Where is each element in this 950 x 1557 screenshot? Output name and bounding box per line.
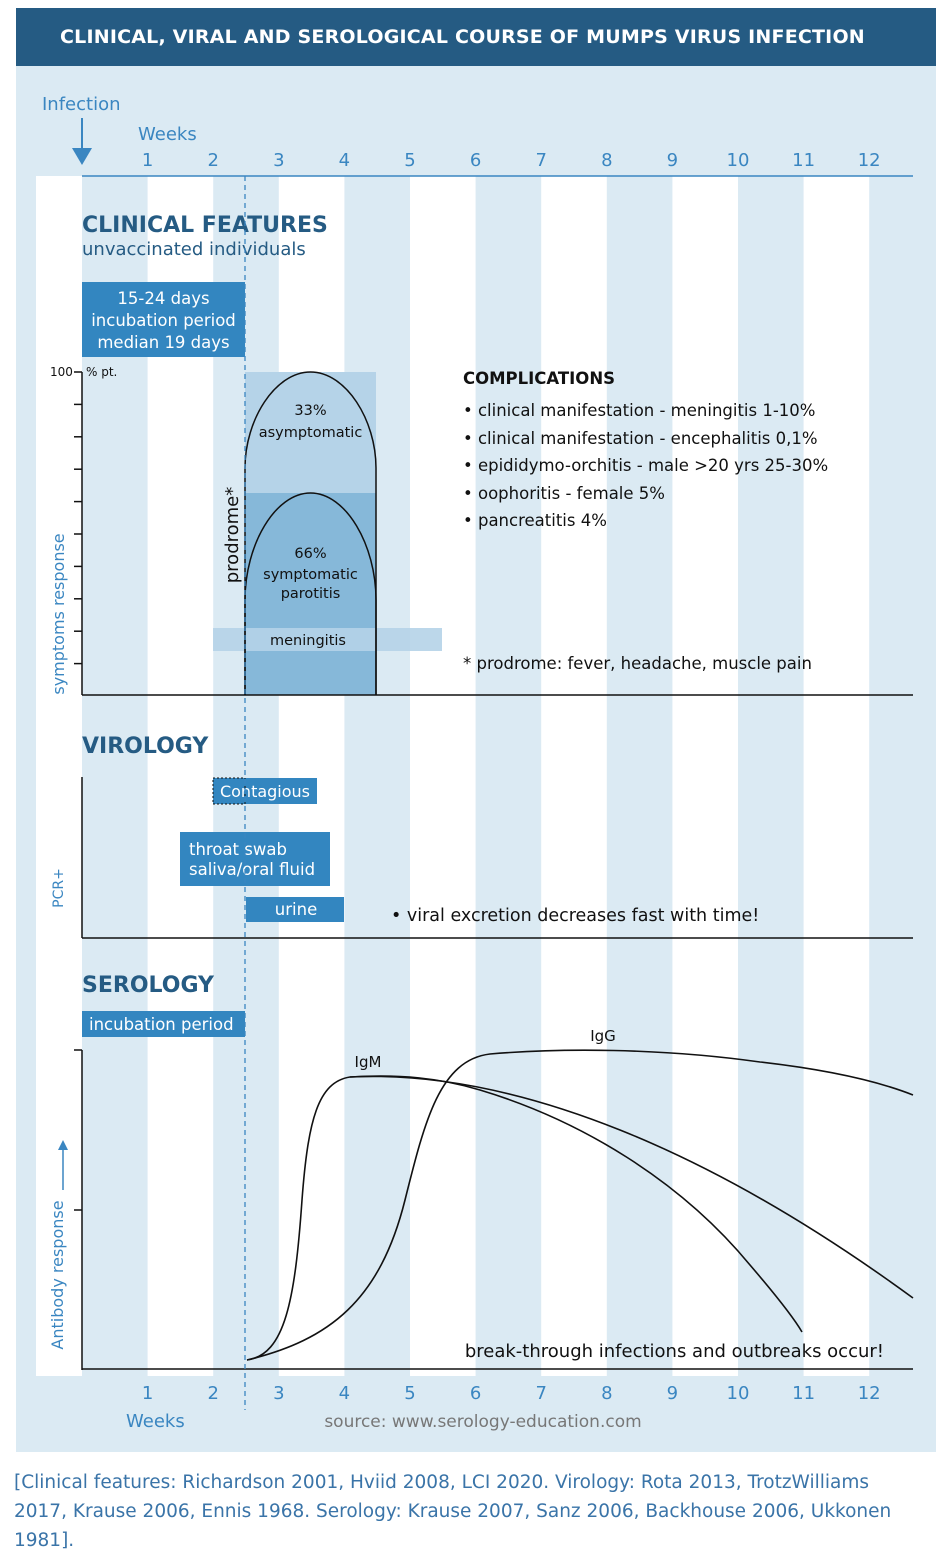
complication-item: • clinical manifestation - meningitis 1-…	[463, 401, 816, 420]
week-number-top: 4	[339, 150, 350, 171]
week-number-bottom: 2	[207, 1383, 218, 1404]
clinical-features-title: CLINICAL FEATURES	[82, 213, 328, 238]
throat-swab-label: throat swab	[189, 840, 287, 859]
incubation-median-text: median 19 days	[97, 333, 229, 352]
incubation-days-text: 15-24 days	[117, 289, 209, 308]
asymptomatic-percent: 33%	[294, 403, 326, 419]
week-number-bottom: 12	[858, 1383, 881, 1404]
antibody-response-axis-label: Antibody response	[48, 1200, 67, 1349]
reference-footer: [Clinical features: Richardson 2001, Hvi…	[14, 1468, 938, 1555]
week-number-bottom: 6	[470, 1383, 481, 1404]
week-number-bottom: 10	[727, 1383, 750, 1404]
complications-title: COMPLICATIONS	[463, 369, 615, 388]
week-number-bottom: 9	[667, 1383, 678, 1404]
week-number-bottom: 8	[601, 1383, 612, 1404]
asymptomatic-label: asymptomatic	[259, 425, 363, 441]
mumps-course-diagram: Infection Weeks 1 2 3 4 5 6 7 8 9 10 11 …	[16, 66, 936, 1452]
week-number-top: 8	[601, 150, 612, 171]
igm-curve-b	[349, 1075, 914, 1299]
igm-label: IgM	[355, 1053, 382, 1071]
week-number-top: 9	[667, 150, 678, 171]
prodrome-label: prodrome*	[222, 487, 243, 584]
virology-title: VIROLOGY	[82, 734, 209, 759]
weeks-label-top: Weeks	[138, 124, 197, 145]
clinical-features-subtitle: unvaccinated individuals	[82, 239, 306, 260]
complication-item: • clinical manifestation - encephalitis …	[463, 429, 818, 448]
urine-label: urine	[275, 900, 317, 919]
week-number-bottom: 11	[792, 1383, 815, 1404]
week-number-top: 12	[858, 150, 881, 171]
viral-excretion-note: • viral excretion decreases fast with ti…	[391, 906, 759, 926]
week-number-top: 11	[792, 150, 815, 171]
infection-arrow-icon	[72, 118, 92, 165]
asymptomatic-curve	[244, 371, 377, 695]
breakthrough-note: break-through infections and outbreaks o…	[465, 1341, 884, 1362]
prodrome-footnote: * prodrome: fever, headache, muscle pain	[463, 654, 812, 673]
symptomatic-curve	[244, 492, 377, 695]
page-title: CLINICAL, VIRAL AND SEROLOGICAL COURSE O…	[60, 26, 865, 48]
complication-item: • pancreatitis 4%	[463, 511, 607, 530]
y-axis-max-label: 100	[50, 365, 73, 379]
week-number-top: 1	[142, 150, 153, 171]
clinical-y-ticks	[74, 371, 82, 665]
complication-item: • epididymo-orchitis - male >20 yrs 25-3…	[463, 456, 828, 475]
contagious-bar	[213, 778, 317, 804]
symptomatic-percent: 66%	[294, 546, 326, 562]
pcr-axis-label: PCR+	[51, 868, 67, 908]
meningitis-bar	[213, 628, 442, 651]
igg-curve	[246, 1049, 914, 1361]
week-number-top: 7	[535, 150, 546, 171]
week-number-bottom: 5	[404, 1383, 415, 1404]
header-bar: CLINICAL, VIRAL AND SEROLOGICAL COURSE O…	[16, 8, 936, 66]
source-credit: source: www.serology-education.com	[324, 1412, 641, 1432]
urine-bar	[246, 897, 344, 922]
week-number-top: 5	[404, 150, 415, 171]
throat-swab-bar	[180, 832, 330, 886]
week-number-top: 2	[207, 150, 218, 171]
week-number-top: 6	[470, 150, 481, 171]
weeks-label-bottom: Weeks	[126, 1411, 185, 1432]
reference-line: [Clinical features: Richardson 2001, Hvi…	[14, 1472, 870, 1493]
week-stripes	[82, 176, 916, 1376]
asymptomatic-box	[245, 372, 376, 493]
symptoms-response-axis-label: symptoms response	[49, 533, 68, 694]
week-number-bottom: 3	[273, 1383, 284, 1404]
reference-line: 1981].	[14, 1530, 75, 1551]
serology-incubation-box	[82, 1011, 245, 1037]
incubation-period-text: incubation period	[91, 311, 236, 330]
y-axis-unit-label: % pt.	[86, 365, 117, 379]
contagious-label: Contagious	[220, 782, 310, 801]
symptomatic-box	[245, 493, 376, 695]
parotitis-label: parotitis	[281, 586, 341, 602]
week-number-bottom: 4	[339, 1383, 350, 1404]
week-number-bottom: 7	[535, 1383, 546, 1404]
serology-title: SEROLOGY	[82, 973, 215, 998]
serology-incubation-label: incubation period	[89, 1015, 234, 1034]
week-number-bottom: 1	[142, 1383, 153, 1404]
complication-item: • oophoritis - female 5%	[463, 484, 665, 503]
meningitis-label: meningitis	[270, 633, 346, 649]
symptomatic-label: symptomatic	[263, 567, 358, 583]
igg-label: IgG	[590, 1027, 616, 1045]
saliva-label: saliva/oral fluid	[189, 860, 315, 879]
antibody-arrow-icon	[58, 1140, 68, 1190]
infection-label: Infection	[42, 94, 121, 115]
week-number-top: 3	[273, 150, 284, 171]
reference-line: 2017, Krause 2006, Ennis 1968. Serology:…	[14, 1501, 892, 1522]
week-number-top: 10	[727, 150, 750, 171]
incubation-period-box	[82, 282, 245, 357]
serology-y-ticks	[74, 1049, 82, 1211]
